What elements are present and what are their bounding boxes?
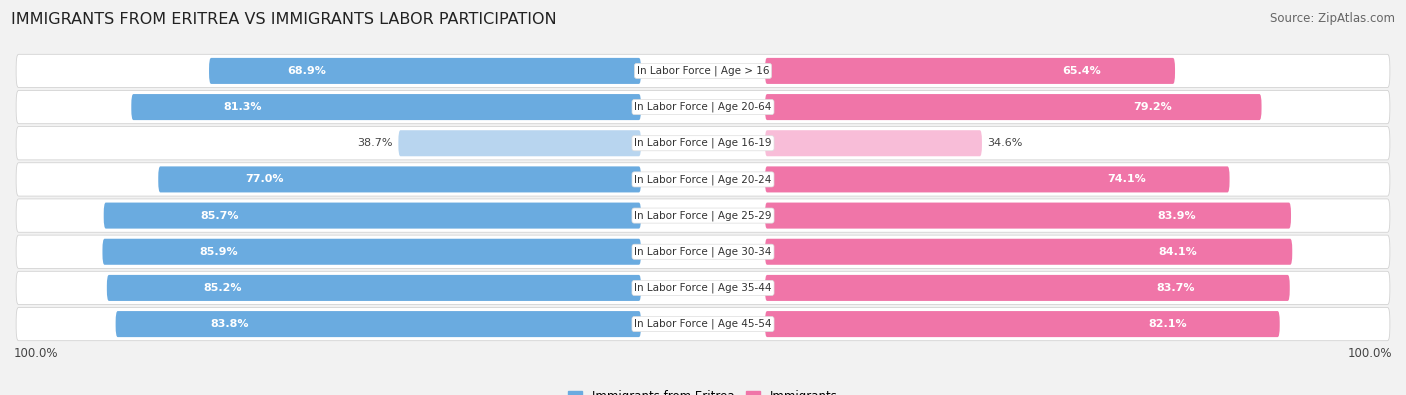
Text: 83.9%: 83.9% [1157, 211, 1197, 220]
Text: 34.6%: 34.6% [987, 138, 1022, 148]
Text: 77.0%: 77.0% [245, 175, 284, 184]
Text: In Labor Force | Age 35-44: In Labor Force | Age 35-44 [634, 283, 772, 293]
Text: Source: ZipAtlas.com: Source: ZipAtlas.com [1270, 12, 1395, 25]
FancyBboxPatch shape [15, 307, 1391, 341]
Text: 65.4%: 65.4% [1063, 66, 1101, 76]
FancyBboxPatch shape [103, 239, 641, 265]
FancyBboxPatch shape [115, 311, 641, 337]
Text: 68.9%: 68.9% [287, 66, 326, 76]
Text: IMMIGRANTS FROM ERITREA VS IMMIGRANTS LABOR PARTICIPATION: IMMIGRANTS FROM ERITREA VS IMMIGRANTS LA… [11, 12, 557, 27]
Text: 83.7%: 83.7% [1157, 283, 1195, 293]
FancyBboxPatch shape [765, 166, 1230, 192]
Text: In Labor Force | Age 20-24: In Labor Force | Age 20-24 [634, 174, 772, 185]
Text: 82.1%: 82.1% [1149, 319, 1187, 329]
Text: In Labor Force | Age 45-54: In Labor Force | Age 45-54 [634, 319, 772, 329]
FancyBboxPatch shape [398, 130, 641, 156]
Text: 74.1%: 74.1% [1107, 175, 1146, 184]
FancyBboxPatch shape [15, 271, 1391, 305]
Text: 85.7%: 85.7% [201, 211, 239, 220]
Text: 85.9%: 85.9% [200, 247, 238, 257]
FancyBboxPatch shape [765, 311, 1279, 337]
FancyBboxPatch shape [104, 203, 641, 229]
FancyBboxPatch shape [765, 203, 1291, 229]
FancyBboxPatch shape [107, 275, 641, 301]
FancyBboxPatch shape [765, 130, 981, 156]
Text: 83.8%: 83.8% [209, 319, 249, 329]
FancyBboxPatch shape [15, 199, 1391, 232]
Text: In Labor Force | Age > 16: In Labor Force | Age > 16 [637, 66, 769, 76]
FancyBboxPatch shape [209, 58, 641, 84]
FancyBboxPatch shape [15, 235, 1391, 268]
FancyBboxPatch shape [765, 239, 1292, 265]
Text: 100.0%: 100.0% [1347, 346, 1392, 359]
Text: 84.1%: 84.1% [1159, 247, 1198, 257]
FancyBboxPatch shape [765, 58, 1175, 84]
Legend: Immigrants from Eritrea, Immigrants: Immigrants from Eritrea, Immigrants [564, 385, 842, 395]
FancyBboxPatch shape [15, 127, 1391, 160]
FancyBboxPatch shape [15, 163, 1391, 196]
FancyBboxPatch shape [765, 94, 1261, 120]
FancyBboxPatch shape [159, 166, 641, 192]
Text: In Labor Force | Age 30-34: In Labor Force | Age 30-34 [634, 246, 772, 257]
Text: 81.3%: 81.3% [224, 102, 262, 112]
FancyBboxPatch shape [15, 90, 1391, 124]
Text: 100.0%: 100.0% [14, 346, 59, 359]
Text: In Labor Force | Age 20-64: In Labor Force | Age 20-64 [634, 102, 772, 112]
Text: In Labor Force | Age 25-29: In Labor Force | Age 25-29 [634, 210, 772, 221]
Text: 85.2%: 85.2% [202, 283, 242, 293]
FancyBboxPatch shape [765, 275, 1289, 301]
Text: In Labor Force | Age 16-19: In Labor Force | Age 16-19 [634, 138, 772, 149]
FancyBboxPatch shape [131, 94, 641, 120]
Text: 38.7%: 38.7% [357, 138, 392, 148]
Text: 79.2%: 79.2% [1133, 102, 1173, 112]
FancyBboxPatch shape [15, 54, 1391, 88]
